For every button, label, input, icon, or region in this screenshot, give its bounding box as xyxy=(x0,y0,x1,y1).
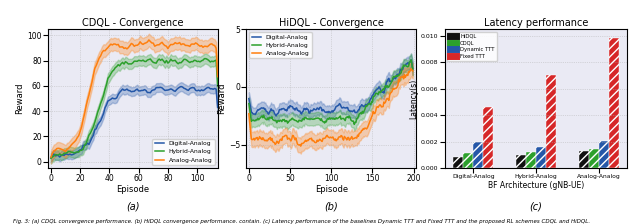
Digital-Analog xyxy=(245,97,253,100)
Digital-Analog xyxy=(396,72,403,75)
Hybrid-Analog xyxy=(409,68,417,70)
Bar xyxy=(579,151,589,168)
Line: Digital-Analog: Digital-Analog xyxy=(51,86,218,157)
Hybrid-Analog xyxy=(245,102,253,105)
Hybrid-Analog xyxy=(407,58,415,61)
Analog-Analog xyxy=(85,94,93,96)
Digital-Analog xyxy=(252,113,259,116)
Hybrid-Analog xyxy=(85,134,93,137)
Title: CDQL - Convergence: CDQL - Convergence xyxy=(82,18,184,28)
Analog-Analog xyxy=(149,42,157,44)
Digital-Analog xyxy=(289,107,297,110)
Bar xyxy=(453,157,463,168)
Analog-Analog xyxy=(409,70,417,72)
X-axis label: BF Architecture (gNB-UE): BF Architecture (gNB-UE) xyxy=(488,181,584,190)
Bar xyxy=(483,107,493,168)
Digital-Analog xyxy=(272,115,280,117)
Hybrid-Analog xyxy=(396,73,403,75)
Bar xyxy=(609,38,619,168)
Analog-Analog xyxy=(245,112,253,115)
Digital-Analog xyxy=(47,156,55,159)
Digital-Analog xyxy=(101,106,109,109)
Hybrid-Analog xyxy=(148,60,156,62)
Digital-Analog xyxy=(69,153,77,156)
Hybrid-Analog xyxy=(47,157,55,160)
X-axis label: Episode: Episode xyxy=(116,185,149,194)
Analog-Analog xyxy=(101,50,109,52)
Analog-Analog xyxy=(289,134,296,137)
Bar xyxy=(599,141,609,168)
Hybrid-Analog xyxy=(200,57,208,60)
Digital-Analog xyxy=(214,106,221,109)
Text: (a): (a) xyxy=(126,202,140,212)
Analog-Analog xyxy=(396,80,403,83)
Analog-Analog xyxy=(214,75,221,78)
Analog-Analog xyxy=(401,76,409,79)
Digital-Analog xyxy=(401,64,409,67)
Text: (c): (c) xyxy=(529,202,543,212)
Hybrid-Analog xyxy=(401,64,409,67)
X-axis label: Episode: Episode xyxy=(315,185,348,194)
Bar xyxy=(526,152,536,168)
Digital-Analog xyxy=(276,108,284,111)
Hybrid-Analog xyxy=(214,85,221,87)
Line: Analog-Analog: Analog-Analog xyxy=(51,40,218,157)
Bar xyxy=(536,147,546,168)
Analog-Analog xyxy=(69,142,77,145)
Digital-Analog xyxy=(85,143,93,146)
Digital-Analog xyxy=(255,109,262,111)
Analog-Analog xyxy=(110,43,118,45)
Title: Latency performance: Latency performance xyxy=(484,18,588,28)
Analog-Analog xyxy=(252,137,259,140)
Line: Analog-Analog: Analog-Analog xyxy=(249,69,413,146)
Hybrid-Analog xyxy=(351,123,358,126)
Analog-Analog xyxy=(195,44,202,47)
Bar xyxy=(463,153,473,168)
Analog-Analog xyxy=(407,67,415,70)
Digital-Analog xyxy=(177,85,185,88)
Analog-Analog xyxy=(145,39,153,41)
Line: Hybrid-Analog: Hybrid-Analog xyxy=(249,60,413,124)
Digital-Analog xyxy=(148,89,156,92)
Analog-Analog xyxy=(297,145,305,147)
Digital-Analog xyxy=(409,67,417,70)
Bar xyxy=(546,75,556,168)
Bar xyxy=(473,142,483,168)
Hybrid-Analog xyxy=(110,69,118,71)
Digital-Analog xyxy=(407,59,415,61)
Hybrid-Analog xyxy=(69,151,77,154)
Legend: Digital-Analog, Hybrid-Analog, Analog-Analog: Digital-Analog, Hybrid-Analog, Analog-An… xyxy=(152,139,214,165)
Digital-Analog xyxy=(195,89,202,92)
Title: HiDQL - Convergence: HiDQL - Convergence xyxy=(279,18,383,28)
Hybrid-Analog xyxy=(101,88,109,91)
Bar xyxy=(516,155,526,168)
Y-axis label: Latency(s): Latency(s) xyxy=(409,78,418,119)
Legend: HiDQL, CDQL, Dynamic TTT, Fixed TTT: HiDQL, CDQL, Dynamic TTT, Fixed TTT xyxy=(447,32,497,61)
Y-axis label: Reward: Reward xyxy=(217,83,226,114)
Analog-Analog xyxy=(47,156,55,158)
Legend: Digital-Analog, Hybrid-Analog, Analog-Analog: Digital-Analog, Hybrid-Analog, Analog-An… xyxy=(250,32,312,58)
Digital-Analog xyxy=(110,97,118,100)
Text: (b): (b) xyxy=(324,202,338,212)
Hybrid-Analog xyxy=(289,117,296,120)
Bar xyxy=(589,149,599,168)
Y-axis label: Reward: Reward xyxy=(15,83,24,114)
Line: Digital-Analog: Digital-Analog xyxy=(249,60,413,116)
Line: Hybrid-Analog: Hybrid-Analog xyxy=(51,59,218,158)
Analog-Analog xyxy=(255,137,262,140)
Hybrid-Analog xyxy=(252,119,259,122)
Hybrid-Analog xyxy=(193,60,201,63)
Hybrid-Analog xyxy=(275,120,283,123)
Text: Fig. 3: (a) CDQL convergence performance. (b) HiDQL convergence performance. con: Fig. 3: (a) CDQL convergence performance… xyxy=(13,219,590,224)
Analog-Analog xyxy=(275,140,283,143)
Hybrid-Analog xyxy=(255,118,262,121)
